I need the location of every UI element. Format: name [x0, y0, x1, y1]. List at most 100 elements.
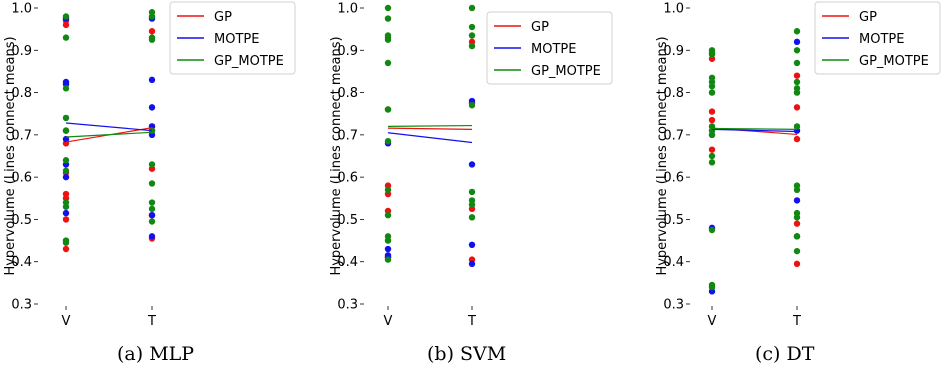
- p1-legend-label: GP: [214, 10, 232, 25]
- p1-point-gp-motpe: [148, 218, 156, 225]
- p1-point-gp-motpe: [62, 85, 70, 92]
- p3-point-gp: [793, 72, 801, 79]
- p1-point-motpe: [148, 76, 156, 84]
- p3-ytick-label: 1.0: [663, 2, 684, 17]
- p2-ytick-label: 0.5: [337, 213, 358, 228]
- p2-point-gp-motpe: [384, 138, 392, 145]
- p3-point-gp-motpe: [708, 74, 716, 81]
- p1-point-gp-motpe: [62, 199, 70, 206]
- p2-ytick-label: 0.9: [337, 44, 358, 59]
- p1-point-gp-motpe: [148, 205, 156, 213]
- p1-ytick-label: 0.7: [11, 128, 32, 143]
- p2-point-motpe: [468, 241, 476, 248]
- p3-ytick-label: 0.7: [663, 128, 684, 143]
- p3-point-gp-motpe: [708, 226, 716, 234]
- p1-ytick-label: 1.0: [11, 2, 32, 17]
- p2-legend-label: MOTPE: [531, 42, 576, 57]
- p2-xtick-label: T: [467, 314, 476, 329]
- p2-ytick-label: 0.8: [337, 86, 358, 101]
- p1-point-motpe: [148, 233, 156, 240]
- p1-point-gp-motpe: [148, 161, 156, 168]
- p3-point-gp-motpe: [793, 123, 801, 130]
- p2-point-gp-motpe: [384, 256, 392, 263]
- p3-point-gp: [793, 260, 801, 268]
- p3-point-gp-motpe: [793, 209, 801, 217]
- p1-legend-label: GP_MOTPE: [214, 54, 284, 69]
- p1-point-motpe: [62, 78, 70, 86]
- p1-ylabel: Hypervolume (Lines connect means): [3, 36, 18, 275]
- p3-xtick-label: T: [792, 314, 801, 329]
- p2-point-gp-motpe: [468, 214, 476, 221]
- p2-point-motpe: [384, 245, 392, 253]
- p2-mean-line-gp-motpe: [387, 124, 473, 127]
- p1-xtick-label: V: [62, 314, 71, 329]
- p1-ytick-label: 0.5: [11, 213, 32, 228]
- p3-mean-line-motpe: [711, 128, 798, 133]
- p2-point-motpe: [468, 260, 476, 268]
- p3-point-gp: [793, 220, 801, 227]
- p3-point-gp-motpe: [793, 78, 801, 86]
- p2-ytick-label: 0.6: [337, 171, 358, 186]
- p1-point-gp-motpe: [148, 34, 156, 41]
- p1-ytick-label: 0.4: [11, 255, 32, 270]
- p2-point-gp-motpe: [384, 32, 392, 39]
- p1-legend-label: MOTPE: [214, 32, 259, 47]
- p2-mean-line-motpe: [387, 132, 473, 144]
- p3-ylabel: Hypervolume (Lines connect means): [655, 36, 670, 275]
- p3-point-gp-motpe: [793, 247, 801, 255]
- p2-point-gp-motpe: [384, 15, 392, 22]
- p1-xtick-label: T: [147, 314, 156, 329]
- p3-point-gp-motpe: [793, 182, 801, 189]
- p1-point-gp: [62, 245, 70, 253]
- p2-ytick-label: 0.4: [337, 255, 358, 270]
- p2-point-gp-motpe: [468, 188, 476, 196]
- p1-point-gp-motpe: [62, 157, 70, 164]
- p1-point-gp-motpe: [148, 180, 156, 187]
- p2-legend-label: GP_MOTPE: [531, 64, 601, 79]
- p1-point-gp-motpe: [62, 127, 70, 134]
- p1-ytick-label: 0.9: [11, 44, 32, 59]
- p1-ytick-label: 0.3: [11, 298, 32, 313]
- p3-ytick-label: 0.5: [663, 213, 684, 228]
- p2-point-gp-motpe: [384, 212, 392, 219]
- p2-xtick-label: V: [384, 314, 393, 329]
- p2-point-gp-motpe: [468, 102, 476, 109]
- p2-mean-line-gp: [387, 127, 473, 130]
- p1-point-gp-motpe: [62, 34, 70, 41]
- p2-point-gp-motpe: [468, 42, 476, 50]
- p1-point-gp: [62, 190, 70, 198]
- p3-point-gp-motpe: [793, 233, 801, 240]
- p1-mean-line-gp-motpe: [65, 131, 153, 138]
- p3-legend-label: GP_MOTPE: [859, 54, 929, 69]
- p1-point-gp-motpe: [62, 237, 70, 244]
- p3-point-gp: [708, 146, 716, 153]
- p2-point-gp-motpe: [384, 186, 392, 194]
- p3-point-gp-motpe: [793, 59, 801, 67]
- p2-legend-box: [486, 11, 613, 85]
- p1-ytick-label: 0.6: [11, 171, 32, 186]
- p3-point-gp-motpe: [708, 159, 716, 166]
- p2-legend-label: GP: [531, 20, 549, 35]
- caption-dt: (c) DT: [755, 343, 815, 365]
- p1-point-gp-motpe: [148, 9, 156, 16]
- p2-ytick-label: 0.3: [337, 298, 358, 313]
- p2-point-gp-motpe: [468, 32, 476, 39]
- p3-point-gp-motpe: [793, 47, 801, 54]
- p3-xtick-label: V: [708, 314, 717, 329]
- p3-point-motpe: [793, 38, 801, 46]
- p3-ytick-label: 0.4: [663, 255, 684, 270]
- p1-point-motpe: [148, 104, 156, 111]
- p1-point-gp: [62, 216, 70, 223]
- p1-ytick-label: 0.8: [11, 86, 32, 101]
- p3-point-gp: [708, 116, 716, 124]
- p1-point-motpe: [62, 209, 70, 217]
- p3-ytick-label: 0.6: [663, 171, 684, 186]
- p2-point-motpe: [468, 161, 476, 168]
- p3-point-gp-motpe: [708, 89, 716, 96]
- p3-point-gp-motpe: [793, 85, 801, 92]
- p2-ylabel: Hypervolume (Lines connect means): [329, 36, 344, 275]
- p3-point-gp-motpe: [708, 152, 716, 160]
- caption-svm: (b) SVM: [427, 343, 507, 365]
- p1-legend-box: [169, 1, 296, 75]
